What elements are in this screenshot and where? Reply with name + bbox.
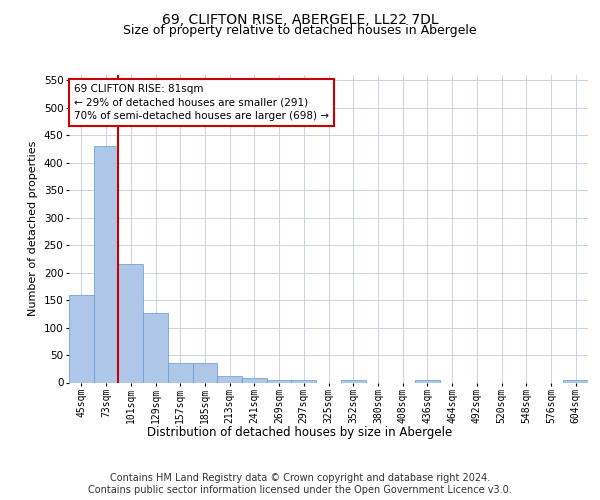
Bar (217, 376, 242, 382)
Bar (341, 380, 365, 382)
Bar (267, 380, 292, 382)
Bar (94, 146, 118, 382)
Y-axis label: Number of detached properties: Number of detached properties (28, 141, 38, 316)
Bar (69, 294, 94, 382)
Text: 69 CLIFTON RISE: 81sqm
← 29% of detached houses are smaller (291)
70% of semi-de: 69 CLIFTON RISE: 81sqm ← 29% of detached… (74, 84, 329, 120)
Bar (118, 264, 143, 382)
Bar (242, 378, 267, 382)
Bar (415, 380, 440, 382)
Bar (143, 313, 168, 382)
Text: 69, CLIFTON RISE, ABERGELE, LL22 7DL: 69, CLIFTON RISE, ABERGELE, LL22 7DL (161, 12, 439, 26)
Text: Contains HM Land Registry data © Crown copyright and database right 2024.
Contai: Contains HM Land Registry data © Crown c… (88, 474, 512, 495)
Bar (563, 380, 588, 382)
Bar (168, 364, 193, 382)
Text: Size of property relative to detached houses in Abergele: Size of property relative to detached ho… (123, 24, 477, 37)
Bar (292, 380, 316, 382)
Text: Distribution of detached houses by size in Abergele: Distribution of detached houses by size … (148, 426, 452, 439)
Bar (193, 364, 217, 382)
